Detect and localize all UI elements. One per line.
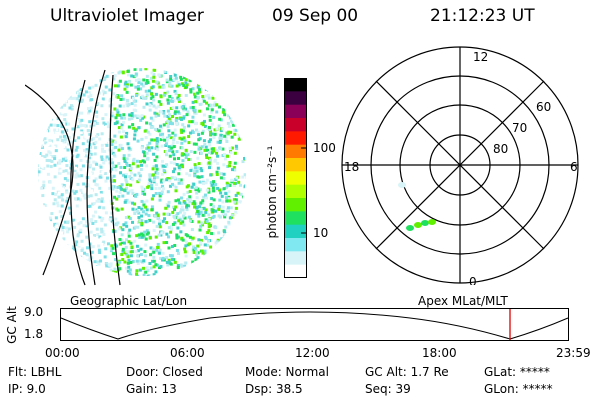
- mlat-60-label: 60: [536, 100, 551, 114]
- right-panel-label: Apex MLat/MLT: [418, 294, 508, 308]
- colorbar-swatch: [284, 211, 307, 226]
- colorbar-swatch: [284, 104, 307, 119]
- orbit-y-bottom: 1.8: [24, 327, 44, 341]
- mode-status: Mode: Normal: [245, 365, 329, 379]
- gc-alt-status: GC Alt: 1.7 Re: [365, 365, 449, 379]
- colorbar-swatch: [284, 251, 307, 266]
- colorbar-swatch: [284, 158, 307, 172]
- colorbar-swatch: [284, 224, 307, 239]
- colorbar-tick-100: 100: [313, 141, 336, 155]
- colorbar-unit-label: photon cm⁻²s⁻¹: [265, 145, 279, 239]
- colorbar-swatch: [284, 78, 307, 92]
- gain-status: Gain: 13: [126, 382, 177, 396]
- orbit-axis-label: GC Alt: [5, 306, 19, 344]
- orbit-x-tick-4: 23:59: [556, 346, 591, 360]
- ip-status: IP: 9.0: [8, 382, 46, 396]
- mlt-6-label: 6: [570, 160, 578, 174]
- mlat-80-label: 80: [493, 142, 508, 156]
- orbit-x-tick-3: 18:00: [422, 346, 457, 360]
- colorbar-swatch: [284, 171, 307, 186]
- colorbar-swatch: [284, 131, 307, 146]
- geographic-grid-lines: [25, 69, 121, 286]
- mlat-70-label: 70: [512, 121, 527, 135]
- orbit-strip: [60, 308, 569, 341]
- uv-image: [25, 68, 246, 286]
- orbit-y-top: 9.0: [24, 305, 44, 319]
- mlt-12-label: 12: [473, 50, 488, 64]
- uv-image-pixels: [38, 68, 246, 276]
- mlt-18-label: 18: [344, 160, 359, 174]
- seq-status: Seq: 39: [365, 382, 411, 396]
- colorbar-swatch: [284, 91, 307, 106]
- aurora-patches: [398, 182, 436, 231]
- mlt-0-label: 0: [469, 275, 477, 285]
- polar-plot: 12 18 6 0 60 70 80: [341, 46, 579, 285]
- date-label: 09 Sep 00: [272, 6, 359, 26]
- instrument-title: Ultraviolet Imager: [50, 6, 204, 26]
- filter-status: Flt: LBHL: [8, 365, 62, 379]
- orbit-x-tick-0: 00:00: [45, 346, 80, 360]
- colorbar-swatch: [284, 144, 307, 159]
- orbit-x-tick-2: 12:00: [295, 346, 330, 360]
- colorbar-swatch: [284, 238, 307, 252]
- colorbar: [284, 78, 307, 278]
- time-label: 21:12:23 UT: [430, 6, 535, 26]
- glon-status: GLon: *****: [484, 382, 553, 396]
- dsp-status: Dsp: 38.5: [245, 382, 303, 396]
- colorbar-tick-10: 10: [313, 226, 329, 240]
- colorbar-swatch: [284, 264, 307, 278]
- colorbar-swatch: [284, 198, 307, 212]
- door-status: Door: Closed: [126, 365, 203, 379]
- orbit-x-tick-1: 06:00: [170, 346, 205, 360]
- glat-status: GLat: *****: [484, 365, 550, 379]
- colorbar-swatch: [284, 118, 307, 132]
- colorbar-swatch: [284, 184, 307, 199]
- left-panel-label: Geographic Lat/Lon: [70, 294, 188, 308]
